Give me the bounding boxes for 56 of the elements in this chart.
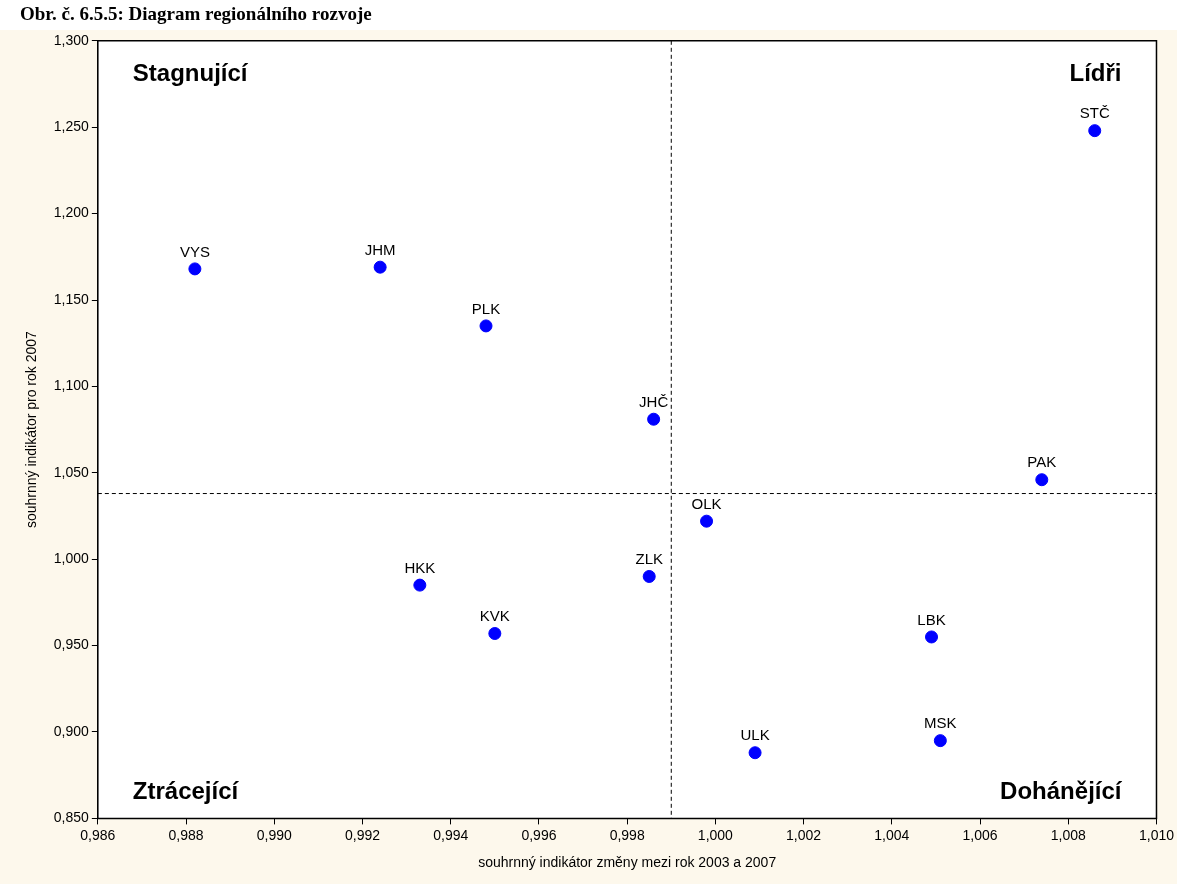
x-tick-label: 0,996 [521, 826, 557, 843]
annotation: Lídři [1069, 59, 1122, 87]
y-tick-label: 0,850 [53, 809, 90, 826]
x-tick-label: 1,008 [1050, 826, 1086, 843]
point [188, 262, 202, 276]
x-tick-label: 0,998 [609, 826, 645, 843]
point [748, 746, 762, 760]
data-label: VYS [179, 242, 210, 260]
y-tick-label: 1,000 [53, 550, 90, 567]
annotation: Stagnující [132, 59, 249, 87]
y-tick-label: 1,300 [53, 31, 90, 48]
data-label: HKK [404, 558, 436, 576]
point [1088, 124, 1102, 138]
y-tick-label: 0,950 [53, 636, 90, 653]
y-tick-label: 1,050 [53, 463, 90, 480]
point [479, 319, 493, 333]
point [925, 630, 939, 644]
point [933, 734, 947, 748]
data-label: MSK [924, 714, 957, 732]
point [413, 578, 427, 592]
x-tick-label: 1,010 [1138, 826, 1175, 843]
x-tick-label: 0,988 [168, 826, 204, 843]
data-label: PAK [1027, 453, 1057, 471]
x-tick-label: 0,994 [433, 826, 469, 843]
point [373, 260, 387, 274]
chart-title: Obr. č. 6.5.5: Diagram regionálního rozvoje [20, 3, 372, 25]
x-tick-label: 0,986 [80, 826, 116, 843]
x-tick-label: 0,990 [256, 826, 292, 843]
x-tick-label: 1,006 [962, 826, 998, 843]
annotation: Dohánějící [1000, 777, 1123, 805]
point [700, 514, 714, 528]
x-tick-label: 0,992 [344, 826, 381, 843]
point [488, 627, 502, 640]
data-label: ZLK [635, 550, 663, 568]
data-label: KVK [479, 607, 510, 625]
x-tick-label: 1,004 [874, 826, 910, 843]
y-tick-label: 1,250 [53, 118, 90, 135]
y-tick-label: 1,150 [53, 290, 90, 307]
x-axis-title: souhrnný indikátor změny mezi rok 2003 a 2007 [478, 854, 777, 871]
point [642, 569, 656, 583]
data-label: ULK [740, 726, 770, 744]
data-label: STČ [1079, 104, 1110, 122]
data-label: OLK [691, 494, 722, 512]
y-tick-label: 1,100 [53, 377, 90, 394]
x-tick-label: 1,000 [697, 826, 734, 843]
y-axis-title: souhrnný indikátor pro rok 2007 [23, 330, 40, 529]
data-label: JHM [364, 240, 396, 258]
y-tick-label: 1,200 [53, 204, 90, 221]
point [1035, 473, 1049, 487]
annotation: Ztrácející [132, 777, 240, 805]
point [647, 412, 661, 426]
data-label: PLK [471, 299, 501, 317]
data-label: JHČ [639, 392, 669, 410]
x-tick-label: 1,002 [786, 826, 822, 843]
data-label: LBK [917, 610, 946, 628]
y-tick-label: 0,900 [53, 722, 90, 739]
